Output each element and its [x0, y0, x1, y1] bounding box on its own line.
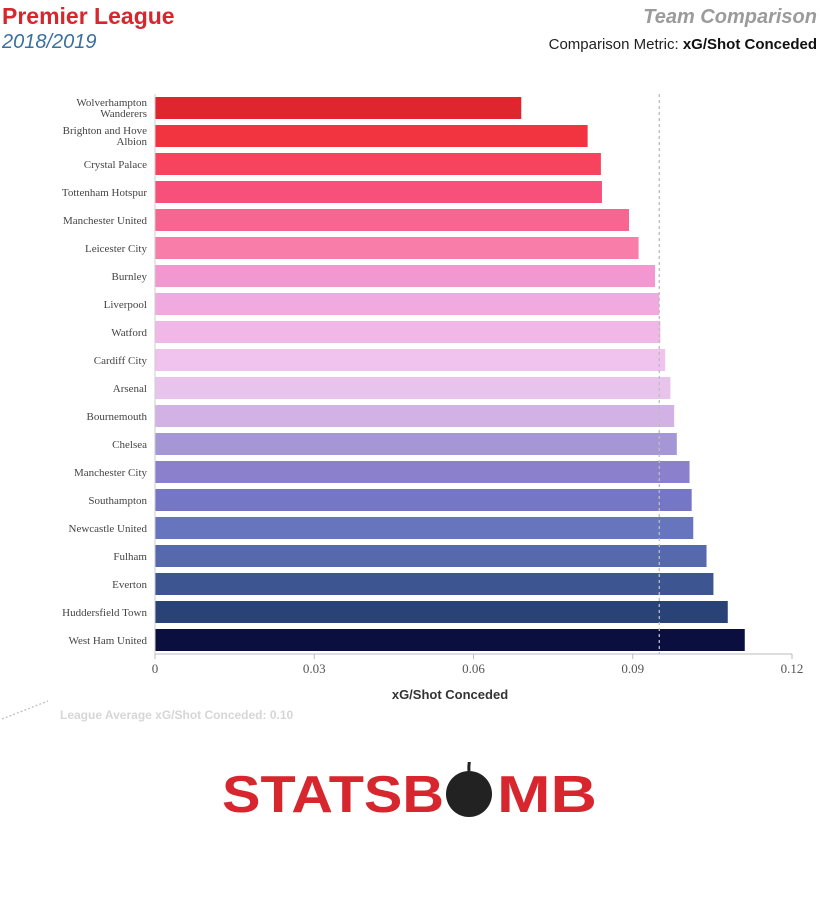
x-axis-title: xG/Shot Conceded: [392, 687, 508, 702]
y-tick-label: Chelsea: [112, 439, 147, 451]
bar: [155, 237, 639, 259]
legend-dotted-line: [1, 700, 49, 720]
bar: [155, 97, 522, 119]
bar: [155, 601, 728, 623]
metric-name: xG/Shot Conceded: [682, 36, 817, 53]
logo-text-right: MB: [497, 766, 597, 822]
bar: [155, 125, 588, 147]
bar: [155, 321, 661, 343]
bomb-icon: [446, 771, 492, 817]
statsbomb-logo: STATSB MB: [222, 762, 597, 822]
bar: [155, 377, 671, 399]
y-tick-label: Watford: [111, 327, 147, 339]
bars-group: [155, 97, 745, 651]
y-tick-label: Burnley: [112, 271, 148, 283]
y-tick-label: Tottenham Hotspur: [62, 187, 147, 199]
x-tick-label: 0.06: [462, 661, 485, 676]
y-tick-label: Manchester United: [63, 215, 147, 227]
bar: [155, 573, 714, 595]
x-axis-ticks: 0 0.03 0.06 0.09 0.12: [152, 654, 804, 676]
bar: [155, 461, 690, 483]
comparison-title: Team Comparison: [643, 6, 817, 28]
y-tick-label: Liverpool: [104, 299, 147, 311]
x-tick-label: 0.12: [781, 661, 804, 676]
y-tick-label: Newcastle United: [69, 523, 148, 535]
y-tick-label: Fulham: [113, 551, 147, 563]
y-tick-label: West Ham United: [68, 635, 147, 647]
bar: [155, 489, 692, 511]
y-tick-label: Wolverhampton Wanderers: [76, 97, 147, 120]
bar: [155, 545, 707, 567]
logo-text-left: STATSB: [222, 766, 444, 822]
y-tick-label: Arsenal: [113, 383, 147, 395]
y-tick-label: Brighton and Hove Albion: [63, 125, 148, 148]
bar: [155, 405, 675, 427]
metric-prefix: Comparison Metric:: [548, 36, 683, 53]
y-tick-label: Bournemouth: [87, 411, 148, 423]
y-tick-label: Crystal Palace: [84, 159, 147, 171]
bomb-fuse-icon: [467, 762, 471, 772]
y-tick-label: Cardiff City: [94, 355, 148, 367]
y-tick-label: Huddersfield Town: [62, 607, 147, 619]
y-tick-label: Leicester City: [85, 243, 148, 255]
x-tick-label: 0.09: [621, 661, 644, 676]
y-tick-label: Manchester City: [74, 467, 148, 479]
x-tick-label: 0.03: [303, 661, 326, 676]
league-title: Premier League: [2, 3, 175, 29]
bar: [155, 153, 601, 175]
y-axis-labels: Wolverhampton Wanderers Brighton and Hove A…: [62, 97, 148, 647]
bar: [155, 181, 602, 203]
y-tick-label: Everton: [112, 579, 147, 591]
x-tick-label: 0: [152, 661, 159, 676]
bar: [155, 293, 660, 315]
bar: [155, 517, 694, 539]
season-label: 2018/2019: [2, 31, 97, 53]
bar: [155, 209, 630, 231]
comparison-metric: Comparison Metric: xG/Shot Conceded: [549, 36, 817, 53]
bar: [155, 433, 677, 455]
bar: [155, 265, 656, 287]
y-tick-label: Southampton: [88, 495, 147, 507]
bar: [155, 629, 745, 651]
legend-average-label: League Average xG/Shot Conceded: 0.10: [60, 708, 294, 722]
bar: [155, 349, 666, 371]
